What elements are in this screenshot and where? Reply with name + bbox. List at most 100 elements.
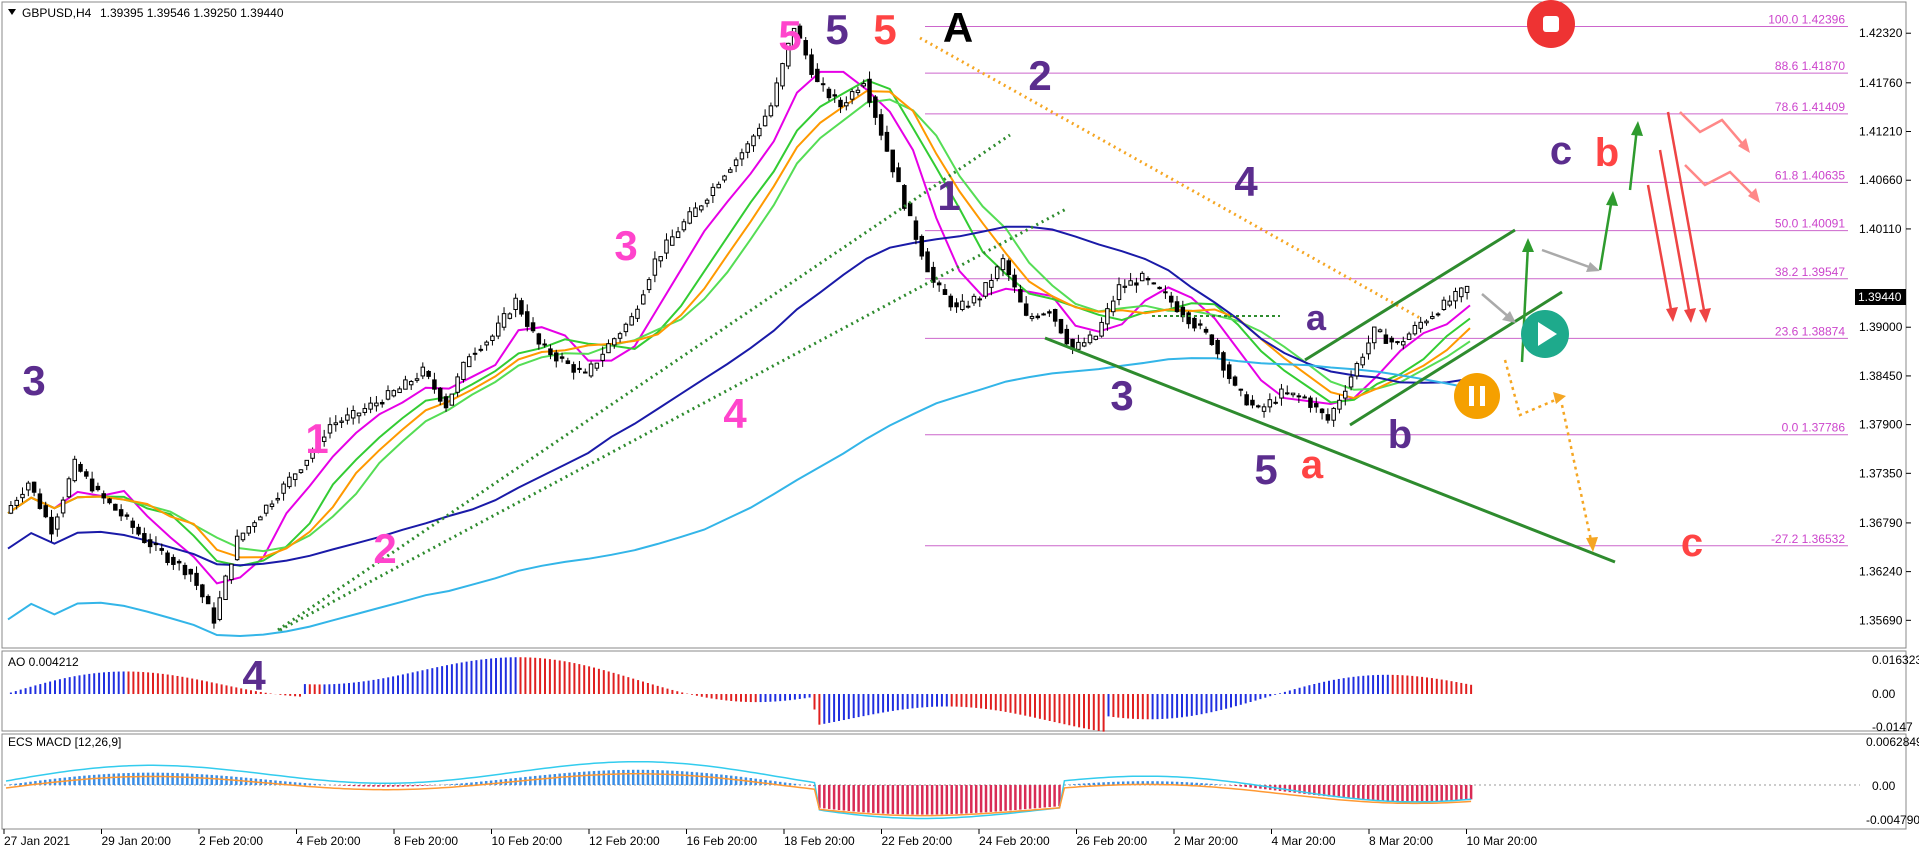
candle-body <box>408 381 414 386</box>
candle-body <box>751 135 756 147</box>
ema-green-fast <box>7 79 1471 567</box>
candle-body <box>420 366 426 377</box>
candle-body <box>316 436 321 451</box>
candle-body <box>275 497 281 501</box>
candle-body <box>623 323 629 333</box>
pause-icon[interactable] <box>1454 373 1500 419</box>
candle-body <box>49 516 54 535</box>
candle-body <box>345 414 350 421</box>
candle-body <box>1348 376 1354 388</box>
candle-body <box>722 175 727 181</box>
candle-body <box>844 102 849 107</box>
wave-label: 1 <box>305 415 328 462</box>
candle-body <box>507 313 513 319</box>
candle-body <box>1192 317 1197 329</box>
candle-body <box>55 516 60 530</box>
candle-body <box>925 251 930 273</box>
candle-body <box>153 543 159 546</box>
candle-body <box>437 387 443 402</box>
candle-body <box>356 412 362 417</box>
candle-body <box>78 463 83 472</box>
candle-body <box>954 302 959 308</box>
candle-body <box>1093 335 1099 340</box>
price-axis-label: 1.40110 <box>1859 222 1902 236</box>
candle-body <box>803 40 808 56</box>
orange-arrowhead-1 <box>1553 392 1566 404</box>
candle-body <box>147 539 153 548</box>
wave-label: 4 <box>1234 158 1258 205</box>
candle-body <box>1168 295 1174 303</box>
candle-body <box>1064 328 1070 345</box>
candle-body <box>391 390 397 397</box>
candle-body <box>223 575 228 601</box>
candle-body <box>461 361 466 380</box>
channel-lower-line <box>1044 336 1616 564</box>
candle-body <box>977 298 983 301</box>
stop-icon[interactable] <box>1527 0 1575 48</box>
wave-label: 2 <box>1028 52 1051 99</box>
header-dropdown-icon[interactable] <box>8 9 16 15</box>
ao-axis-top: 0.016323 <box>1872 653 1919 667</box>
candle-body <box>820 83 826 86</box>
fibonacci-levels: 100.0 1.42396 88.6 1.41870 78.6 1.41409 61.… <box>925 12 1848 547</box>
candle-body <box>1000 258 1006 271</box>
candle-body <box>101 493 106 499</box>
fib-level-label: -27.2 1.36532 <box>1771 532 1845 546</box>
main-panel-frame <box>1 1 1907 649</box>
wave-label: b <box>1388 413 1412 457</box>
play-icon[interactable] <box>1521 310 1569 358</box>
candle-body <box>670 236 675 246</box>
macd-axis-zero: 0.00 <box>1872 779 1896 793</box>
candle-body <box>281 483 286 494</box>
candle-body <box>455 376 460 393</box>
candle-body <box>1209 334 1215 345</box>
candle-body <box>791 27 797 47</box>
candle-body <box>1058 318 1064 334</box>
candle-body <box>652 258 658 276</box>
candle-body <box>733 159 739 167</box>
ao-axis-bottom: -0.0147 <box>1872 720 1913 734</box>
candle-body <box>171 556 176 565</box>
candle-body <box>1163 291 1168 294</box>
time-axis-label: 16 Feb 20:00 <box>687 834 758 848</box>
candle-body <box>37 493 43 509</box>
candle-body <box>1290 392 1296 396</box>
candle-body <box>339 420 344 423</box>
candle-body <box>1412 324 1418 335</box>
candle-body <box>710 186 716 196</box>
candle-body <box>832 94 837 97</box>
candle-body <box>1331 407 1336 421</box>
candle-body <box>1273 401 1278 404</box>
candle-body <box>815 68 820 83</box>
candle-body <box>1110 300 1116 313</box>
candle-body <box>466 356 472 368</box>
channel-inner-upper <box>1304 228 1516 362</box>
candle-body <box>495 322 501 337</box>
grey-arrow-2 <box>1541 248 1593 270</box>
candle-body <box>948 295 953 308</box>
candle-body <box>902 185 907 209</box>
candle-body <box>1244 394 1249 406</box>
wave-label: 5 <box>873 6 896 53</box>
candle-body <box>1366 342 1371 355</box>
candle-body <box>1430 316 1435 319</box>
macd-histogram <box>4 760 1860 820</box>
candle-body <box>513 297 518 311</box>
candle-body <box>1464 285 1470 293</box>
candle-body <box>675 231 681 239</box>
ema-orange <box>7 90 1471 559</box>
fib-level-label: 78.6 1.41409 <box>1775 100 1845 114</box>
candle-body <box>1006 260 1012 276</box>
projection-arrows <box>1481 111 1760 552</box>
time-axis-label: 8 Mar 20:00 <box>1369 834 1433 848</box>
fib-level-label: 38.2 1.39547 <box>1775 265 1845 279</box>
grey-arrow-1 <box>1481 293 1511 319</box>
candles <box>8 23 1470 629</box>
candle-body <box>687 211 692 224</box>
fib-level-label: 88.6 1.41870 <box>1775 59 1845 73</box>
orange-dotted-arrow-1 <box>1503 359 1561 417</box>
candle-body <box>350 410 356 419</box>
candle-body <box>542 343 547 346</box>
macd-signal-orange <box>5 773 1472 817</box>
candle-body <box>971 295 977 304</box>
